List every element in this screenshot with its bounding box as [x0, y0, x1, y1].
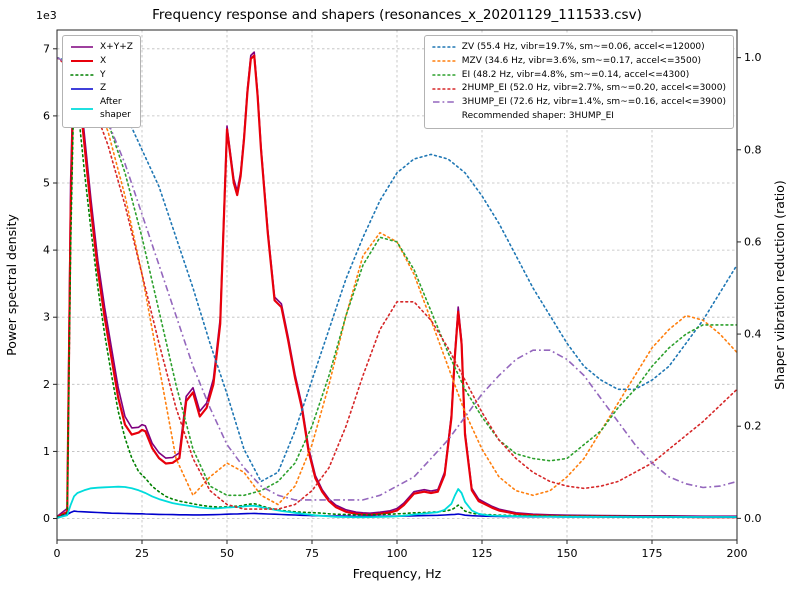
svg-text:1: 1 [43, 445, 50, 458]
legend-item: Recommended shaper: 3HUMP_EI [432, 110, 726, 123]
legend-line-sample [431, 74, 456, 76]
svg-text:25: 25 [135, 547, 149, 560]
legend-label: After shaper [100, 97, 131, 120]
series-after-shaper [57, 485, 737, 519]
legend-line-sample [432, 101, 455, 104]
legend-line-sample [71, 87, 93, 90]
y-axis-offset-label: 1e3 [36, 9, 57, 22]
svg-text:150: 150 [557, 547, 578, 560]
series-y [57, 81, 737, 519]
y-axis-right-label: Shaper vibration reduction (ratio) [772, 180, 787, 390]
legend-psd: X+Y+Z X Y Z After shaper [62, 35, 141, 128]
svg-text:50: 50 [220, 547, 234, 560]
svg-text:125: 125 [472, 547, 493, 560]
svg-text:0.6: 0.6 [744, 235, 762, 248]
svg-text:3: 3 [43, 311, 50, 324]
x-axis-label: Frequency, Hz [353, 566, 442, 581]
legend-item: Z [70, 82, 133, 95]
svg-text:75: 75 [305, 547, 319, 560]
legend-item: 2HUMP_EI (52.0 Hz, vibr=2.7%, sm~=0.20, … [431, 82, 726, 95]
series-x [57, 54, 737, 519]
legend-line-sample [71, 60, 93, 63]
legend-line-sample [71, 107, 93, 110]
legend-shapers: ZV (55.4 Hz, vibr=19.7%, sm~=0.06, accel… [423, 35, 734, 129]
svg-text:0: 0 [43, 512, 50, 525]
legend-item: X [70, 55, 133, 68]
legend-item: ZV (55.4 Hz, vibr=19.7%, sm~=0.06, accel… [431, 41, 726, 54]
legend-label: MZV (34.6 Hz, vibr=3.6%, sm~=0.17, accel… [461, 55, 701, 66]
legend-line-sample [70, 74, 94, 76]
legend-line-sample [432, 111, 456, 121]
legend-label: ZV (55.4 Hz, vibr=19.7%, sm~=0.06, accel… [461, 42, 705, 52]
legend-label: 2HUMP_EI (52.0 Hz, vibr=2.7%, sm~=0.20, … [461, 83, 726, 94]
legend-label: EI (48.2 Hz, vibr=4.8%, sm~=0.14, accel<… [461, 69, 690, 80]
svg-text:175: 175 [642, 547, 663, 560]
svg-text:0.8: 0.8 [744, 143, 762, 156]
legend-label: Y [100, 69, 106, 80]
legend-label: Z [100, 83, 107, 94]
svg-text:0.4: 0.4 [744, 328, 762, 341]
series-zv [57, 56, 737, 483]
legend-line-sample [431, 87, 456, 90]
legend-label: 3HUMP_EI (72.6 Hz, vibr=1.4%, sm~=0.16, … [461, 97, 726, 108]
legend-line-sample [431, 60, 456, 62]
svg-text:2: 2 [43, 378, 50, 391]
legend-item: EI (48.2 Hz, vibr=4.8%, sm~=0.14, accel<… [431, 69, 726, 82]
svg-text:0: 0 [54, 547, 61, 560]
svg-text:1.0: 1.0 [744, 51, 762, 64]
legend-label: Recommended shaper: 3HUMP_EI [461, 110, 614, 121]
legend-line-sample [431, 46, 456, 49]
svg-text:4: 4 [43, 244, 50, 257]
series-z [57, 510, 737, 519]
series-3hump-ei [57, 56, 737, 501]
svg-text:100: 100 [387, 547, 408, 560]
legend-label: X+Y+Z [100, 42, 133, 52]
legend-item: X+Y+Z [70, 41, 133, 54]
svg-text:0.0: 0.0 [744, 512, 762, 525]
legend-item: Y [70, 69, 133, 82]
chart-title: Frequency response and shapers (resonanc… [152, 7, 642, 23]
series-2hump-ei [57, 56, 737, 510]
legend-item: After shaper [70, 96, 133, 122]
legend-item: MZV (34.6 Hz, vibr=3.6%, sm~=0.17, accel… [431, 55, 726, 68]
svg-text:5: 5 [43, 177, 50, 190]
svg-text:6: 6 [43, 109, 50, 122]
series-ei [57, 56, 737, 497]
y-axis-left-label: Power spectral density [4, 214, 19, 356]
legend-line-sample [71, 46, 93, 49]
svg-text:200: 200 [727, 547, 748, 560]
svg-text:0.2: 0.2 [744, 420, 762, 433]
svg-text:7: 7 [43, 42, 50, 55]
legend-item: 3HUMP_EI (72.6 Hz, vibr=1.4%, sm~=0.16, … [432, 96, 726, 109]
legend-label: X [100, 55, 107, 66]
